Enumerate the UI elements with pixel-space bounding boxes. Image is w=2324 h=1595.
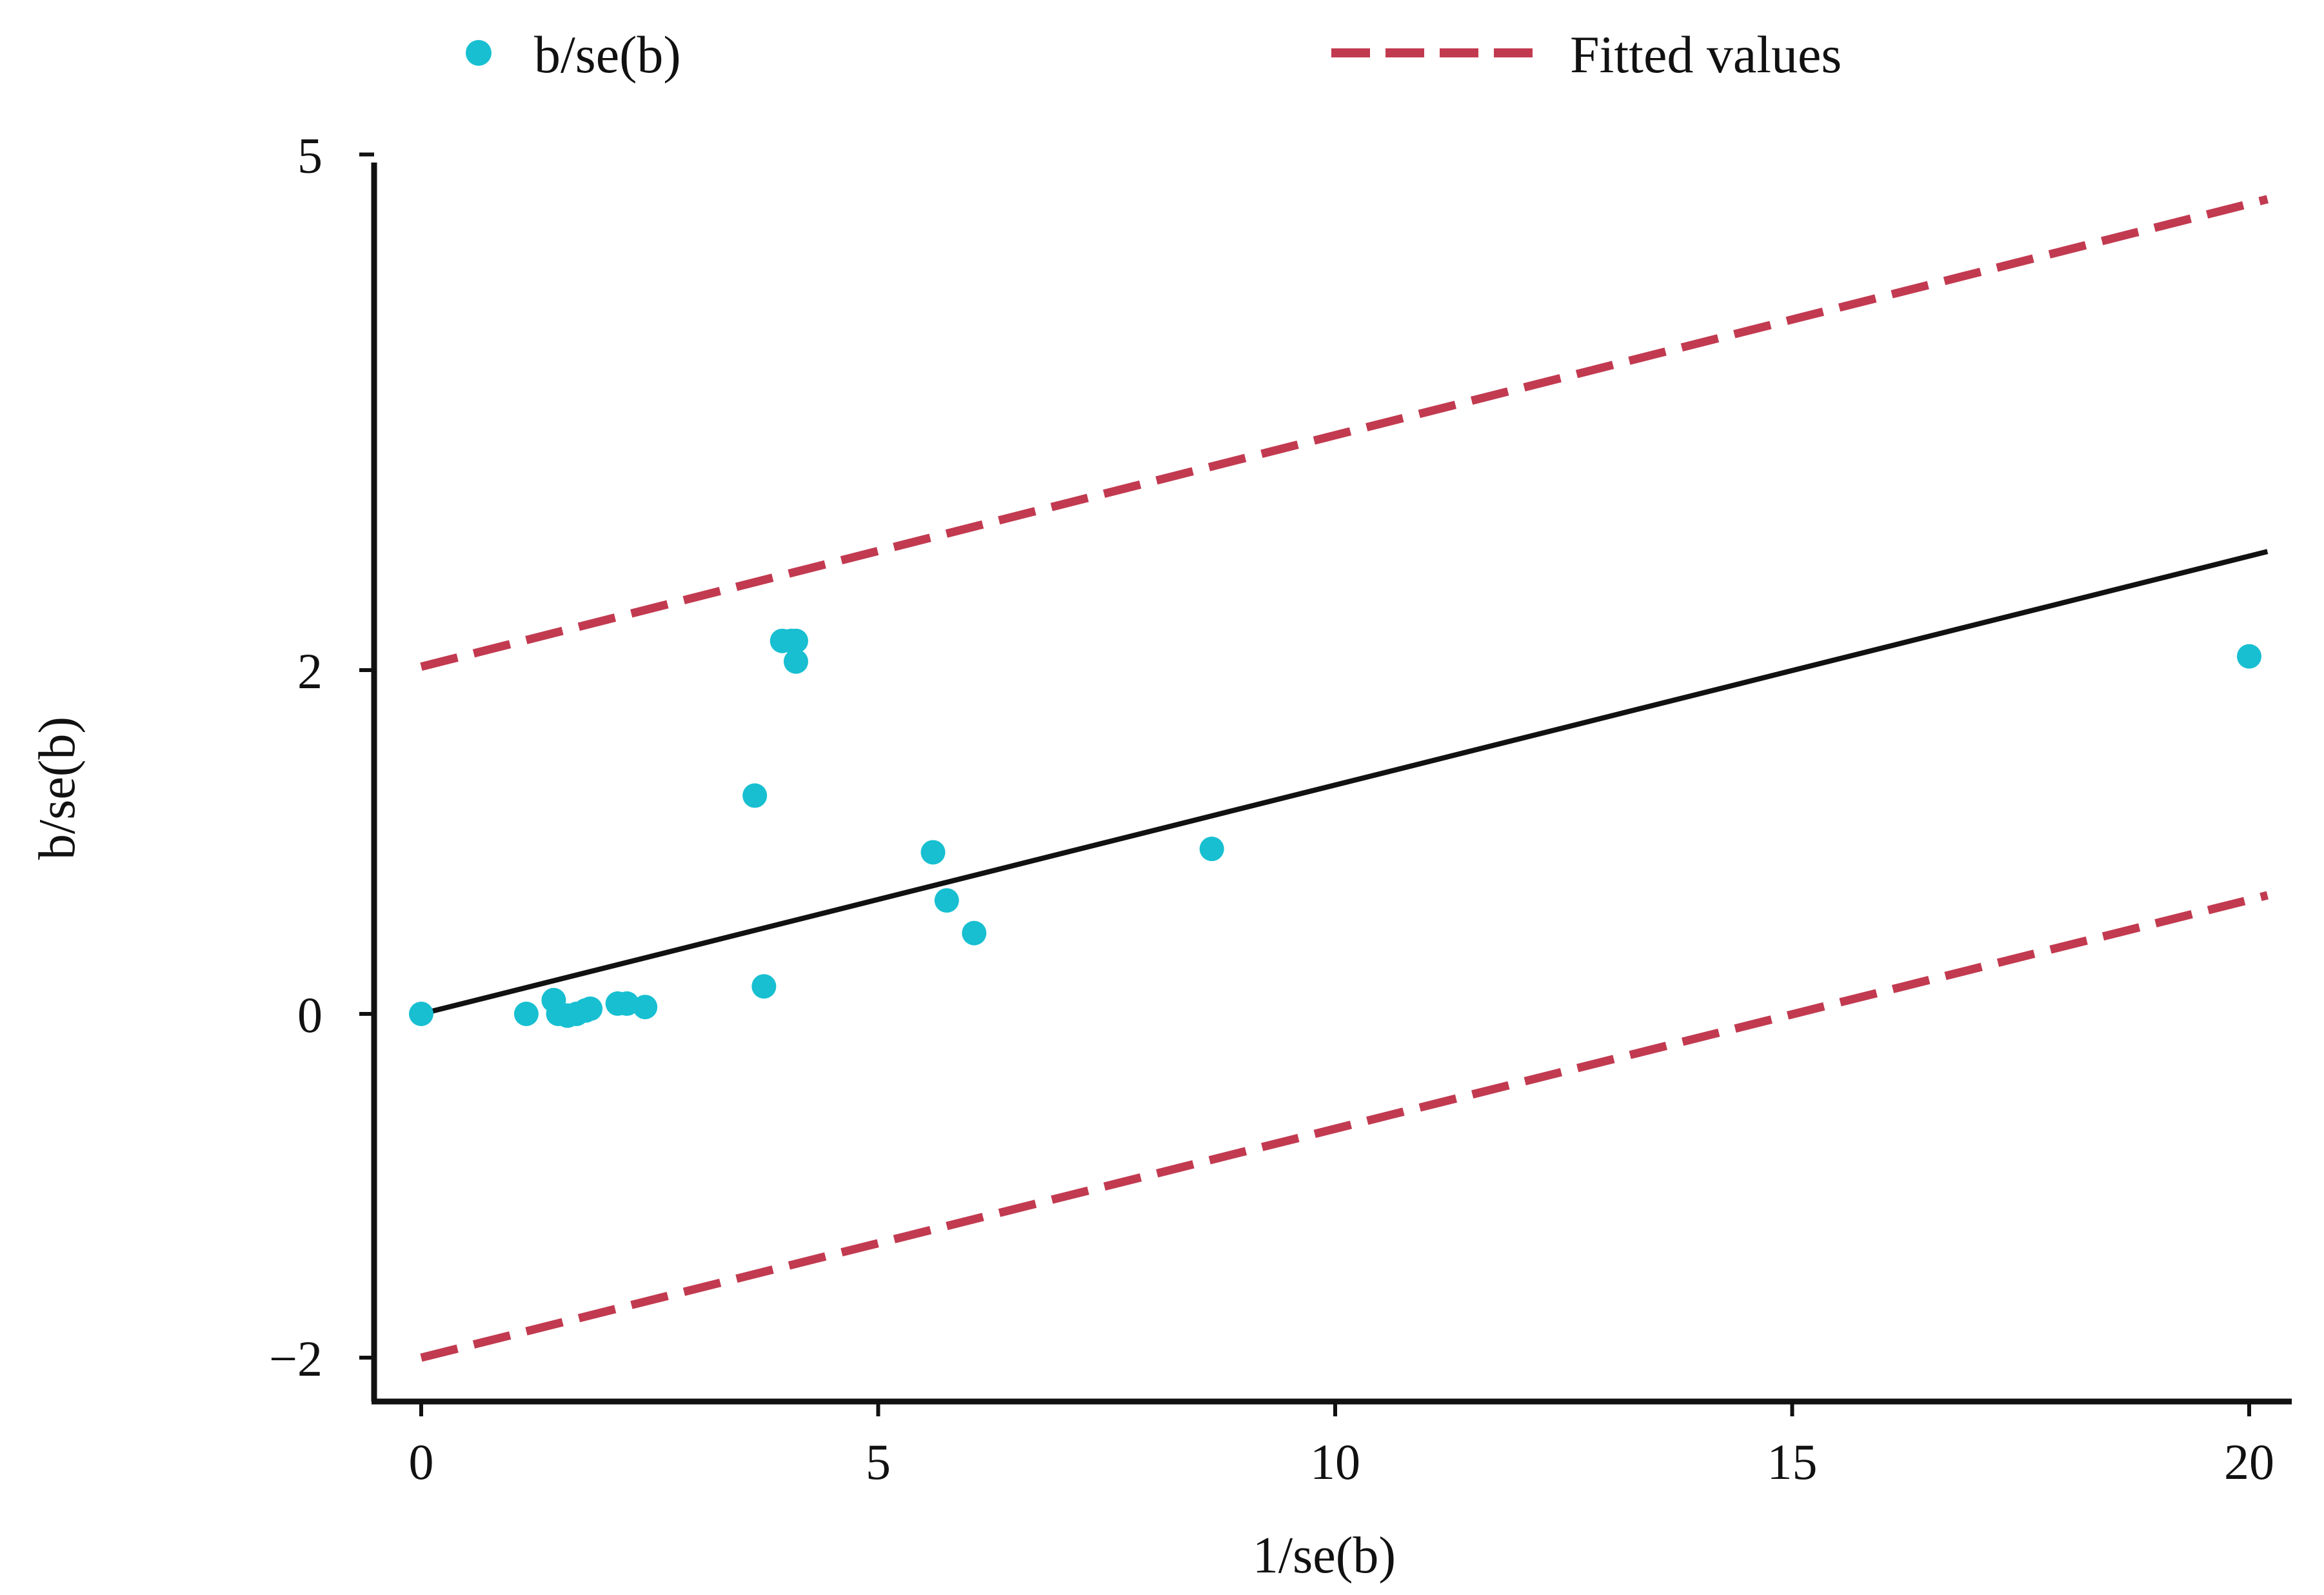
y-tick-label: 0 [297,987,323,1043]
x-tick-label: 15 [1767,1434,1818,1490]
series-line-2 [420,195,2269,671]
legend-label-points: b/se(b) [534,25,681,84]
data-point-21 [2237,644,2261,669]
x-tick-label: 20 [2224,1434,2274,1490]
y-tick-label: 2 [297,643,323,699]
data-point-12 [751,974,777,999]
legend-label-fitted: Fitted values [1570,25,1842,84]
legend: b/se(b) Fitted values [466,25,1842,84]
data-point-11 [742,783,768,808]
series-line-1 [421,549,2269,1016]
x-ticks: 0 5 10 15 20 [409,1402,2274,1490]
x-tick-label: 0 [409,1434,434,1490]
data-point-18 [934,888,959,913]
y-axis-title: b/se(b) [29,717,86,860]
data-point-16 [783,649,808,674]
x-tick-label: 5 [866,1434,891,1490]
data-point-15 [783,628,808,653]
data-point-7 [578,996,603,1022]
data-point-9 [614,991,639,1016]
series-line-3 [420,891,2269,1362]
x-axis-title: 1/se(b) [1253,1527,1396,1584]
data-point-17 [920,840,946,865]
y-ticks: −2 0 2 5 [269,128,374,1387]
data-point-1 [513,1002,539,1026]
y-tick-label: 5 [297,128,323,184]
data-point-19 [962,920,987,946]
plot-lines [420,195,2269,1362]
x-tick-label: 10 [1310,1434,1360,1490]
legend-marker-points [466,40,492,66]
data-point-20 [1199,837,1224,862]
data-point-0 [409,1002,433,1026]
axes: 0 5 10 15 20 −2 0 2 5 [269,128,2292,1490]
y-tick-label: −2 [269,1331,323,1387]
plot-points [409,628,2261,1028]
data-point-10 [633,995,658,1020]
